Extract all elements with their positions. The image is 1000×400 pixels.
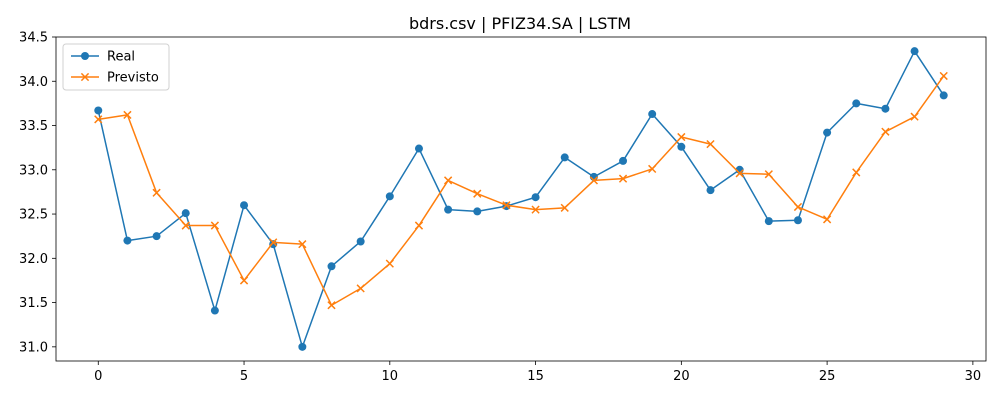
- data-point-real: [560, 153, 569, 162]
- y-tick-label: 33.0: [19, 163, 48, 178]
- data-point-previsto: [414, 221, 424, 230]
- data-point-real: [823, 128, 832, 137]
- data-point-previsto: [298, 240, 307, 249]
- data-point-previsto: [94, 115, 103, 124]
- x-tick-label: 25: [819, 369, 836, 384]
- x-tick-label: 15: [527, 369, 544, 384]
- data-point-previsto: [852, 168, 861, 177]
- data-point-previsto: [618, 174, 628, 183]
- x-tick-label: 0: [94, 369, 102, 384]
- y-tick-label: 31.5: [19, 296, 48, 311]
- y-tick-label: 34.5: [19, 31, 48, 46]
- data-point-previsto: [589, 176, 599, 185]
- data-point-real: [473, 207, 482, 216]
- series-line-real: [97, 50, 945, 348]
- series-line-previsto: [98, 75, 945, 306]
- data-point-real: [356, 237, 365, 246]
- data-point-previsto: [793, 202, 803, 212]
- data-point-real: [414, 144, 423, 153]
- data-point-real: [910, 47, 919, 56]
- data-point-previsto: [181, 221, 190, 230]
- data-point-previsto: [822, 215, 832, 224]
- data-point-previsto: [123, 110, 132, 120]
- legend-label-real: Real: [107, 50, 135, 65]
- legend: Real Previsto: [62, 43, 170, 91]
- data-point-previsto: [531, 205, 540, 214]
- data-point-previsto: [881, 127, 890, 136]
- data-point-previsto: [939, 71, 948, 81]
- data-point-previsto: [327, 301, 336, 310]
- data-point-previsto: [560, 203, 569, 212]
- data-point-real: [764, 217, 773, 226]
- data-point-real: [706, 186, 715, 195]
- data-point-real: [793, 216, 802, 225]
- data-point-real: [181, 209, 190, 218]
- data-point-previsto: [677, 132, 686, 142]
- chart-title: bdrs.csv | PFIZ34.SA | LSTM: [409, 14, 631, 33]
- data-point-real: [677, 142, 686, 151]
- data-point-previsto: [764, 170, 773, 179]
- x-tick-label: 5: [240, 369, 248, 384]
- data-point-previsto: [210, 221, 220, 230]
- axes-frame: [55, 36, 987, 362]
- data-point-previsto: [239, 276, 249, 285]
- y-tick-label: 32.0: [19, 252, 48, 267]
- data-point-real: [240, 201, 249, 210]
- data-point-real: [531, 193, 540, 202]
- data-point-real: [939, 91, 948, 100]
- data-point-real: [444, 205, 453, 214]
- y-tick-label: 33.5: [19, 119, 48, 134]
- data-point-real: [123, 236, 132, 245]
- data-point-previsto: [706, 139, 715, 149]
- data-point-real: [881, 104, 890, 113]
- data-point-previsto: [385, 259, 394, 268]
- data-point-previsto: [502, 201, 511, 210]
- data-point-previsto: [648, 164, 657, 174]
- data-point-real: [298, 342, 307, 351]
- data-point-real: [385, 192, 394, 201]
- data-point-previsto: [269, 238, 278, 247]
- x-tick-label: 30: [965, 369, 982, 384]
- data-point-previsto: [356, 284, 365, 293]
- x-tick-label: 20: [673, 369, 690, 384]
- data-point-real: [210, 306, 219, 315]
- plot-area: 0 5 10 15 20 25 30 31.0 31.5 32.0 32.5 33.0 33.5 34.0…: [19, 31, 987, 384]
- data-point-previsto: [152, 188, 161, 197]
- data-point-real: [152, 232, 161, 241]
- data-point-previsto: [443, 176, 453, 185]
- data-point-real: [648, 110, 657, 119]
- data-point-previsto: [473, 189, 482, 198]
- y-tick-label: 32.5: [19, 208, 48, 223]
- data-point-previsto: [910, 112, 919, 121]
- y-tick-label: 34.0: [19, 75, 48, 90]
- x-tick-label: 10: [382, 369, 399, 384]
- data-point-real: [327, 262, 336, 271]
- legend-marker-previsto: [80, 72, 90, 82]
- data-point-previsto: [735, 169, 744, 178]
- data-point-real: [852, 99, 861, 108]
- legend-label-previsto: Previsto: [107, 71, 159, 86]
- y-tick-label: 31.0: [19, 340, 48, 355]
- legend-marker-real: [81, 52, 89, 60]
- data-point-real: [94, 106, 103, 115]
- data-point-real: [619, 156, 628, 165]
